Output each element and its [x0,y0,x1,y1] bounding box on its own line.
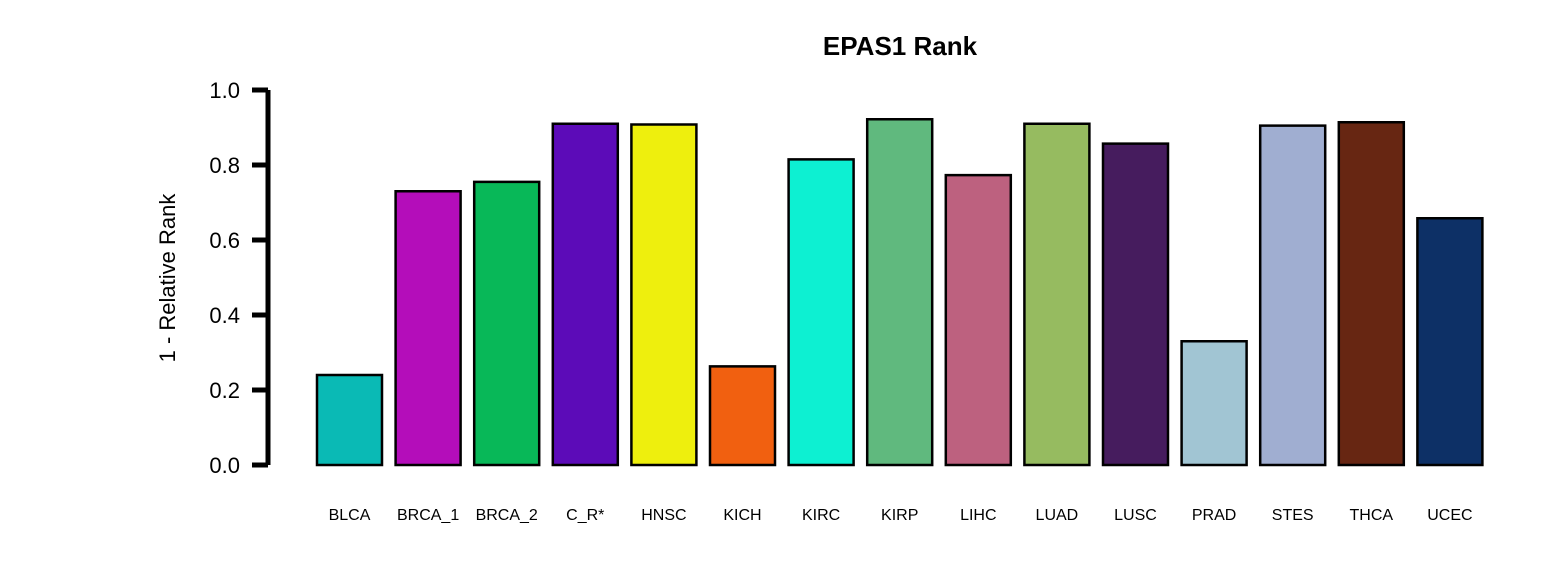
bar-lusc [1101,142,1170,467]
x-tick-label: BRCA_1 [397,507,459,524]
bar-ucec [1416,217,1484,467]
y-tick-label: 0.8 [209,153,240,178]
bar-c-r [551,122,620,467]
bar-brca-1 [394,190,462,467]
y-tick-label: 0.4 [209,303,240,328]
bar-blca [315,373,384,467]
x-tick-label: LUAD [1036,507,1079,524]
x-tick-label: C_R* [566,507,604,524]
bar-prad [1180,340,1248,467]
x-tick-label: HNSC [641,507,686,524]
bars-group [315,118,1484,467]
y-tick-label: 0.2 [209,378,240,403]
y-tick-label: 0.0 [209,453,240,478]
x-tick-label: THCA [1350,507,1394,524]
bar-kich [708,365,777,467]
x-tick-label: KICH [723,507,761,524]
x-tick-labels: BLCA BRCA_1 BRCA_2 C_R* HNSC KICH KIRC KIRP LIHC… [329,507,1473,524]
x-tick-label: LIHC [960,507,996,524]
x-tick-label: BLCA [329,507,371,524]
x-tick-label: LUSC [1114,507,1157,524]
y-tick-label: 0.6 [209,228,240,253]
bar-brca-2 [472,180,541,467]
bar-kirp [865,118,934,467]
bar-kirc [787,158,855,467]
x-tick-label: UCEC [1427,507,1472,524]
x-tick-label: KIRP [881,507,918,524]
bar-luad [1023,122,1091,467]
x-tick-label: PRAD [1192,507,1236,524]
chart-title: EPAS1 Rank [823,31,978,61]
x-tick-label: KIRC [802,507,840,524]
bar-thca [1337,121,1406,467]
bar-lihc [944,173,1013,467]
y-axis-label: 1 - Relative Rank [155,193,180,363]
x-tick-label: BRCA_2 [476,507,538,524]
x-tick-label: STES [1272,507,1314,524]
y-tick-label: 1.0 [209,78,240,103]
y-axis: 0.0 0.2 0.4 0.6 0.8 1.0 [209,78,271,478]
bar-hnsc [630,123,698,467]
bar-stes [1258,124,1327,467]
